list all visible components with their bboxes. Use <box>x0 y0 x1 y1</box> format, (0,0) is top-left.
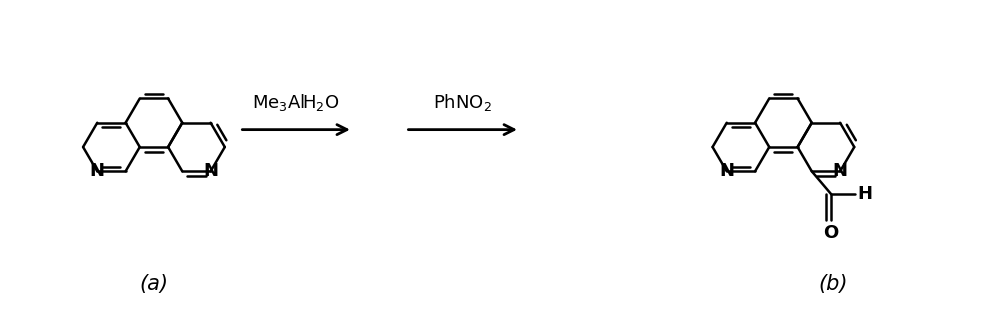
Text: H: H <box>857 185 872 203</box>
Text: Me$_3$Al: Me$_3$Al <box>252 92 305 113</box>
Text: (b): (b) <box>818 274 848 294</box>
Text: N: N <box>90 162 105 180</box>
Text: O: O <box>823 224 839 242</box>
Text: (a): (a) <box>139 274 168 294</box>
Text: N: N <box>833 162 848 180</box>
Text: H$_2$O: H$_2$O <box>302 93 340 113</box>
Text: PhNO$_2$: PhNO$_2$ <box>433 92 492 113</box>
Text: N: N <box>203 162 218 180</box>
Text: N: N <box>719 162 734 180</box>
